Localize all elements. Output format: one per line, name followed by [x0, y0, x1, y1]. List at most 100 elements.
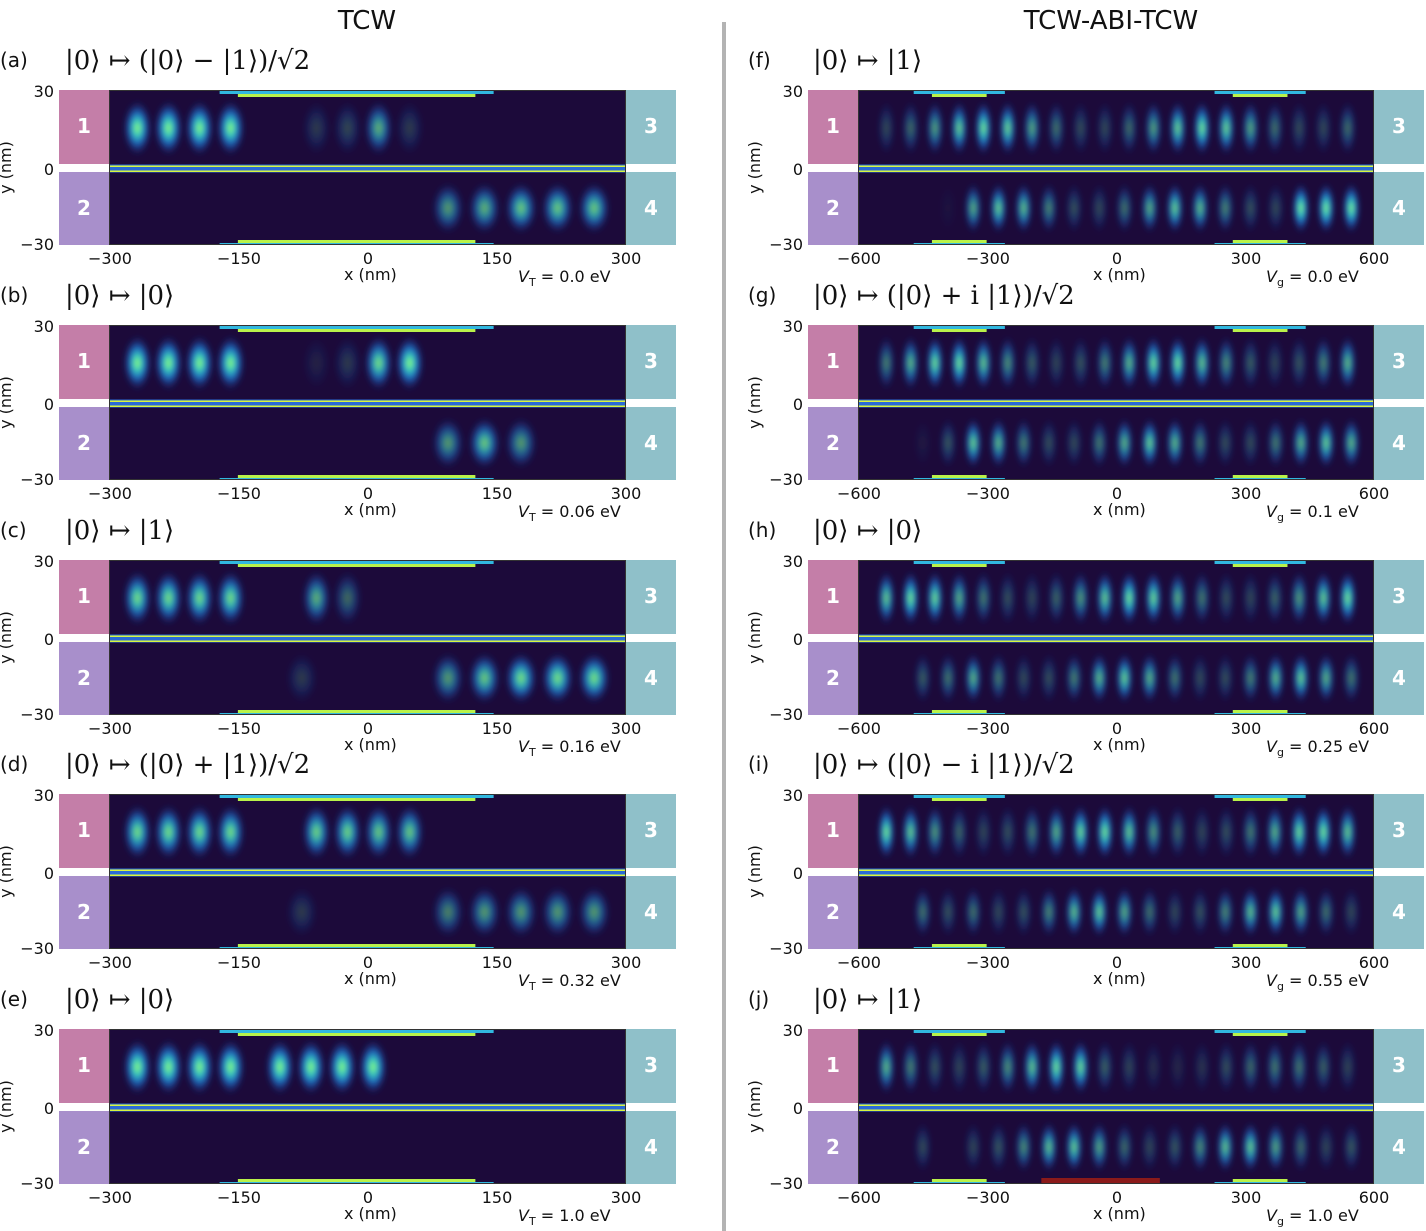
barrier-line: [110, 874, 625, 876]
lead-number: 1: [77, 1053, 91, 1077]
lead-number: 2: [826, 430, 840, 455]
density-blob: [901, 1039, 920, 1095]
density-blob: [541, 886, 575, 938]
density-blob: [1047, 570, 1066, 626]
barrier-line: [859, 874, 1373, 876]
barrier-line: [110, 170, 625, 172]
voltage-symbol: V: [518, 502, 529, 521]
density-blob: [1090, 652, 1109, 704]
y-tick-label: 30: [782, 82, 803, 101]
probability-density: [877, 804, 1361, 938]
density-blob: [1071, 1039, 1090, 1095]
density-blob: [925, 1039, 945, 1095]
voltage-label: Vg = 0.1 eV: [1266, 502, 1359, 524]
y-tick-label: 0: [43, 159, 54, 179]
lead-3: 3: [626, 560, 676, 634]
x-tick-label: 0: [1111, 249, 1123, 268]
lead-3: 3: [626, 325, 676, 399]
density-blob: [974, 1039, 993, 1095]
voltage-symbol: V: [1266, 1206, 1277, 1225]
density-blob: [153, 570, 184, 626]
density-blob: [1338, 804, 1357, 860]
voltage-symbol: V: [518, 1206, 529, 1225]
density-blob: [1289, 1039, 1309, 1095]
density-blob: [1120, 570, 1139, 626]
density-blob: [1144, 1039, 1163, 1095]
density-blob: [1039, 886, 1058, 938]
lead-separator: [59, 867, 109, 876]
density-blob: [1289, 335, 1309, 391]
density-blob: [1144, 335, 1163, 391]
lead-number: 4: [644, 899, 658, 924]
density-blob: [1022, 1039, 1042, 1095]
density-blob: [1190, 652, 1210, 704]
density-blob: [122, 1039, 153, 1095]
x-tick-label: 600: [1358, 1188, 1390, 1207]
density-plot: [109, 794, 626, 949]
density-blob: [1338, 570, 1357, 626]
x-tick-label: −150: [217, 1188, 261, 1207]
density-blob: [1064, 182, 1084, 234]
y-tick-label: 30: [33, 786, 54, 805]
density-blob: [122, 100, 153, 156]
density-blob: [1192, 1039, 1212, 1095]
voltage-value: = 0.16 eV: [535, 737, 621, 756]
density-blob: [215, 570, 246, 626]
x-tick-label: 150: [481, 953, 513, 972]
density-blob: [468, 417, 501, 469]
lead-number: 4: [1392, 430, 1406, 455]
density-blob: [301, 100, 332, 156]
probability-density: [877, 1039, 1361, 1173]
lead-number: 3: [1392, 114, 1406, 138]
lead-separator: [808, 398, 858, 407]
lead-number: 2: [77, 430, 91, 455]
density-plot: [109, 1029, 626, 1184]
density-blob: [998, 1039, 1017, 1095]
lead-number: 1: [826, 1053, 840, 1077]
x-tick-label: −300: [966, 953, 1010, 972]
bottom-gate-edge: [219, 478, 494, 479]
bottom-gate-edge: [219, 713, 494, 714]
center-barrier: [859, 164, 1373, 173]
bottom-gate-edge: [1214, 478, 1306, 479]
density-blob: [1190, 886, 1210, 938]
x-tick-label: 600: [1358, 249, 1390, 268]
bottom-gate: [237, 710, 476, 714]
x-tick-label: −150: [217, 719, 261, 738]
density-svg: [110, 1030, 625, 1183]
y-tick-label: −30: [20, 705, 54, 724]
voltage-value: = 0.06 eV: [535, 502, 621, 521]
bottom-gate-edge: [219, 243, 494, 244]
density-blob: [964, 886, 983, 938]
x-tick-label: 300: [610, 1188, 642, 1207]
density-blob: [215, 100, 246, 156]
top-gate-edge: [913, 795, 1005, 798]
density-blob: [1241, 570, 1260, 626]
x-tick-label: −300: [88, 1188, 132, 1207]
top-gate-edge: [219, 91, 494, 94]
x-axis-label: x (nm): [344, 969, 397, 988]
density-blob: [939, 182, 957, 234]
y-tick-label: 30: [782, 1021, 803, 1040]
bottom-gate: [1232, 944, 1288, 948]
density-blob: [394, 100, 425, 156]
density-blob: [1316, 652, 1336, 704]
density-blob: [1047, 804, 1066, 860]
barrier-line: [859, 635, 1373, 637]
density-blob: [1014, 652, 1033, 704]
density-blob: [901, 100, 920, 156]
density-blob: [989, 886, 1008, 938]
lead-number: 2: [77, 1134, 91, 1159]
density-blob: [964, 417, 983, 469]
voltage-subscript: g: [1276, 276, 1284, 290]
density-blob: [541, 182, 575, 234]
probability-density: [877, 100, 1361, 234]
lead-1: 1: [808, 1029, 858, 1103]
state-mapping: |0⟩ ↦ |0⟩: [813, 516, 923, 546]
density-blob: [1095, 335, 1114, 391]
voltage-value: = 0.55 eV: [1283, 971, 1370, 990]
density-blob: [1014, 1121, 1033, 1173]
lead-3: 3: [626, 90, 676, 164]
lead-2: 2: [808, 875, 858, 949]
x-tick-label: −600: [837, 1188, 881, 1207]
